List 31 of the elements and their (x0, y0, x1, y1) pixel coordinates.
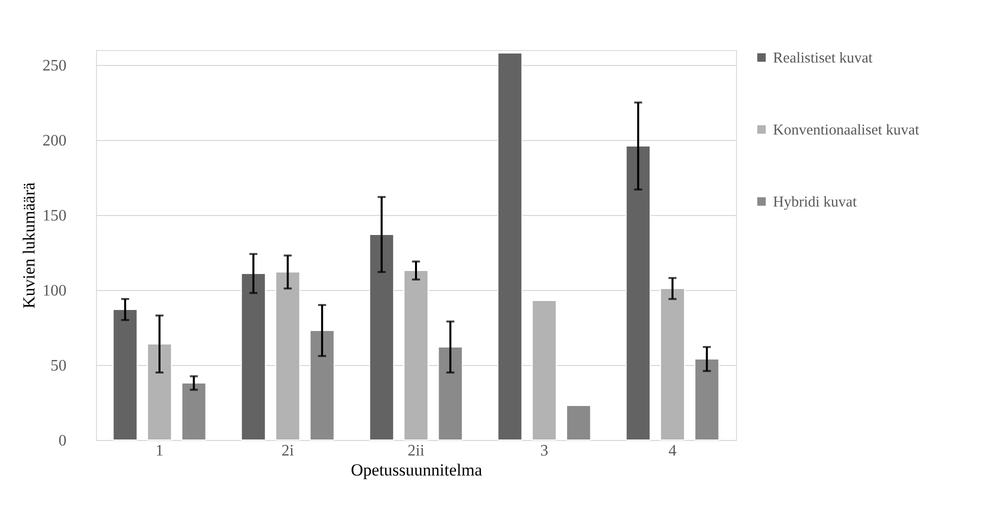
bar (181, 382, 206, 440)
bar (566, 405, 592, 440)
y-tick-label: 50 (50, 358, 66, 374)
bar (626, 146, 651, 440)
legend-label: Realistiset kuvat (773, 50, 874, 66)
x-tick-label: 2i (282, 442, 295, 460)
bar (694, 358, 720, 440)
bar (146, 344, 172, 440)
x-tick-label: 3 (540, 442, 548, 460)
bar (660, 288, 686, 440)
bar (438, 346, 463, 440)
legend-label: Hybridi kuvat (773, 194, 858, 210)
bar (275, 272, 300, 440)
bar (310, 330, 335, 440)
bar (404, 270, 428, 440)
y-axis-title: Kuvien lukumäärä (20, 182, 38, 309)
y-tick-label: 250 (42, 58, 66, 74)
x-axis-title: Opetussuunnitelma (350, 460, 483, 480)
y-tick-label: 200 (42, 132, 66, 150)
y-tick-label: 150 (42, 208, 66, 224)
bar (497, 52, 522, 440)
y-tick-label: 0 (58, 432, 66, 450)
bar (369, 234, 394, 440)
x-tick-label: 4 (668, 442, 677, 460)
x-tick-label: 2ii (408, 442, 425, 460)
legend-label: Konventionaaliset kuvat (773, 122, 920, 138)
x-tick-label: 1 (155, 442, 164, 460)
bar (240, 273, 266, 440)
bar (112, 309, 138, 440)
bar (532, 300, 557, 440)
y-tick-label: 100 (42, 282, 66, 300)
